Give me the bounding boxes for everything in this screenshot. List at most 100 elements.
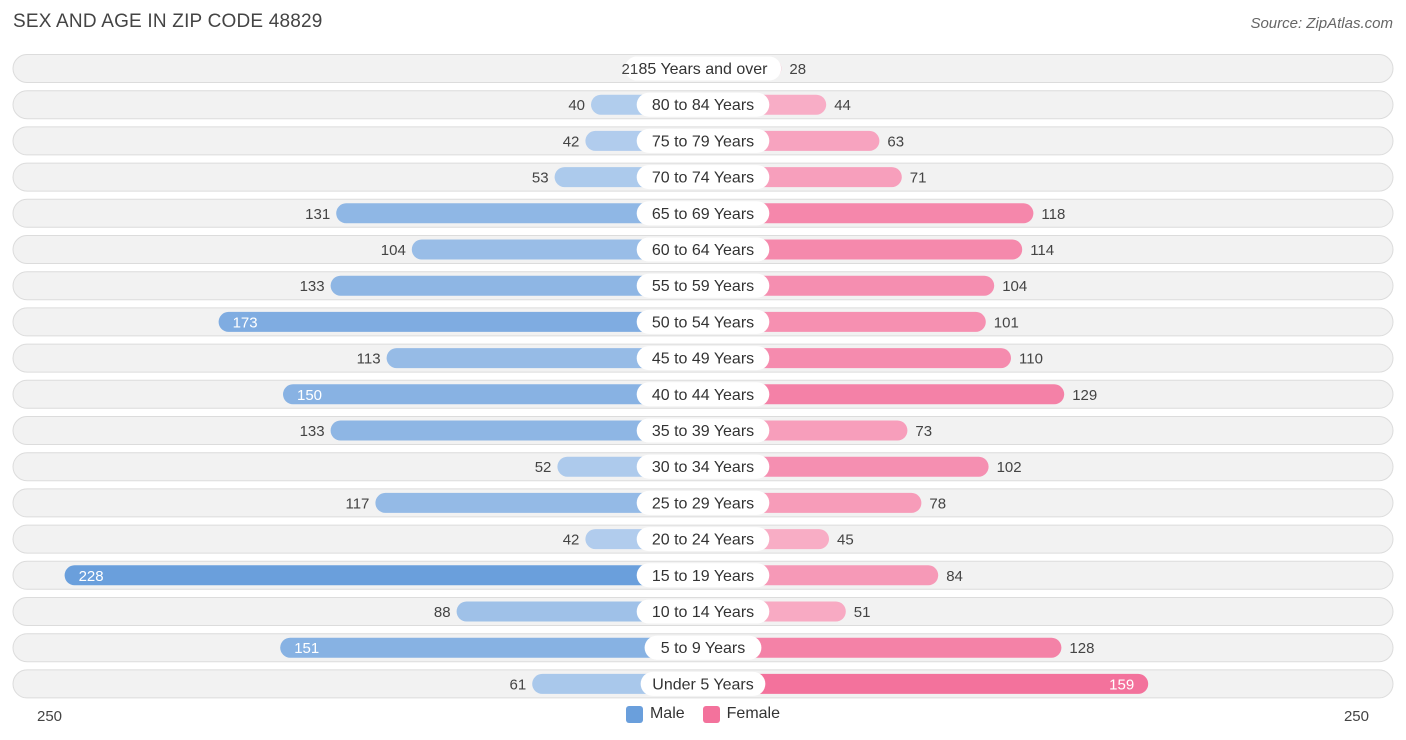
category-label: 10 to 14 Years bbox=[652, 604, 754, 621]
value-label-female: 84 bbox=[946, 568, 963, 585]
value-label-male: 133 bbox=[300, 278, 325, 295]
legend-item-male: Male bbox=[625, 705, 685, 723]
category-label: 85 Years and over bbox=[639, 61, 769, 78]
category-label: 60 to 64 Years bbox=[652, 242, 754, 259]
category-label-box bbox=[636, 201, 770, 226]
category-label: 35 to 39 Years bbox=[652, 423, 754, 440]
value-label-female: 63 bbox=[887, 133, 904, 150]
value-label-female: 44 bbox=[834, 97, 851, 114]
value-label-male: 151 bbox=[294, 640, 319, 657]
bar-female bbox=[703, 311, 986, 332]
bar-female bbox=[703, 239, 1023, 260]
category-label-box bbox=[636, 273, 770, 298]
bar-female bbox=[703, 637, 1062, 658]
bar-male bbox=[386, 348, 703, 369]
chart-legend: Male Female bbox=[0, 705, 1406, 723]
category-label: 65 to 69 Years bbox=[652, 206, 754, 223]
bar-female bbox=[703, 348, 1011, 369]
category-label: 15 to 19 Years bbox=[652, 568, 754, 585]
category-label: 25 to 29 Years bbox=[652, 495, 754, 512]
value-label-female: 159 bbox=[1109, 676, 1134, 693]
legend-label-female: Female bbox=[726, 705, 781, 722]
legend-item-female: Female bbox=[702, 705, 781, 723]
value-label-male: 113 bbox=[357, 351, 381, 368]
bar-male bbox=[64, 565, 704, 586]
legend-swatch-male bbox=[625, 705, 643, 723]
category-label-box bbox=[636, 490, 770, 515]
category-label: 55 to 59 Years bbox=[652, 278, 754, 295]
category-label-box bbox=[644, 635, 762, 660]
bar-female bbox=[703, 384, 1065, 405]
value-label-female: 101 bbox=[994, 314, 1019, 331]
value-label-female: 45 bbox=[837, 532, 854, 549]
axis-label-left: 250 bbox=[37, 708, 62, 725]
value-label-female: 104 bbox=[1002, 278, 1027, 295]
category-label: 75 to 79 Years bbox=[652, 133, 754, 150]
value-label-female: 114 bbox=[1030, 242, 1054, 259]
bar-male bbox=[330, 275, 703, 296]
value-label-female: 110 bbox=[1019, 351, 1043, 368]
category-label-box bbox=[636, 418, 770, 443]
category-label-box bbox=[636, 599, 770, 624]
category-label-box bbox=[636, 309, 770, 334]
value-label-male: 104 bbox=[381, 242, 406, 259]
value-label-male: 61 bbox=[510, 676, 527, 693]
value-label-female: 128 bbox=[1069, 640, 1094, 657]
value-label-male: 42 bbox=[563, 133, 580, 150]
value-label-female: 71 bbox=[910, 170, 927, 187]
bar-female bbox=[703, 275, 995, 296]
value-label-male: 150 bbox=[297, 387, 322, 404]
value-label-male: 117 bbox=[345, 495, 369, 512]
value-label-male: 131 bbox=[305, 206, 330, 223]
category-label-box bbox=[636, 128, 770, 153]
value-label-male: 173 bbox=[233, 314, 258, 331]
value-label-male: 40 bbox=[568, 97, 585, 114]
legend-swatch-female bbox=[702, 705, 720, 723]
category-label-box bbox=[636, 527, 770, 552]
bar-male bbox=[411, 239, 703, 260]
bar-male bbox=[283, 384, 703, 405]
category-label: 20 to 24 Years bbox=[652, 532, 754, 549]
category-label: 40 to 44 Years bbox=[652, 387, 754, 404]
category-label: 70 to 74 Years bbox=[652, 170, 754, 187]
bar-male bbox=[280, 637, 703, 658]
category-label-box bbox=[636, 346, 770, 371]
value-label-female: 78 bbox=[929, 495, 946, 512]
bar-female bbox=[703, 673, 1149, 694]
legend-label-male: Male bbox=[649, 705, 685, 722]
value-label-male: 88 bbox=[434, 604, 451, 621]
value-label-male: 228 bbox=[79, 568, 104, 585]
category-label-box bbox=[636, 454, 770, 479]
category-label-box bbox=[636, 237, 770, 262]
value-label-male: 21 bbox=[622, 61, 639, 78]
value-label-male: 52 bbox=[535, 459, 552, 476]
value-label-female: 28 bbox=[789, 61, 806, 78]
category-label: Under 5 Years bbox=[652, 676, 753, 693]
axis-label-right: 250 bbox=[1344, 708, 1369, 725]
chart-title: SEX AND AGE IN ZIP CODE 48829 bbox=[13, 11, 323, 32]
value-label-female: 102 bbox=[997, 459, 1022, 476]
category-label: 50 to 54 Years bbox=[652, 314, 754, 331]
bar-male bbox=[375, 492, 703, 513]
category-label-box bbox=[624, 56, 782, 81]
value-label-female: 129 bbox=[1072, 387, 1097, 404]
value-label-female: 118 bbox=[1041, 206, 1065, 223]
value-label-female: 51 bbox=[854, 604, 871, 621]
category-label: 80 to 84 Years bbox=[652, 97, 754, 114]
category-label-box bbox=[636, 563, 770, 588]
bar-male bbox=[218, 311, 703, 332]
category-label-box bbox=[636, 92, 770, 117]
source-label: Source: ZipAtlas.com bbox=[1250, 15, 1393, 32]
category-label-box bbox=[636, 382, 770, 407]
category-label: 30 to 34 Years bbox=[652, 459, 754, 476]
bar-female bbox=[703, 203, 1034, 224]
category-label-box bbox=[640, 671, 766, 696]
category-label: 5 to 9 Years bbox=[661, 640, 746, 657]
category-label-box bbox=[636, 165, 770, 190]
bar-male bbox=[336, 203, 703, 224]
value-label-male: 42 bbox=[563, 532, 580, 549]
value-label-male: 133 bbox=[300, 423, 325, 440]
bar-male bbox=[330, 420, 703, 441]
